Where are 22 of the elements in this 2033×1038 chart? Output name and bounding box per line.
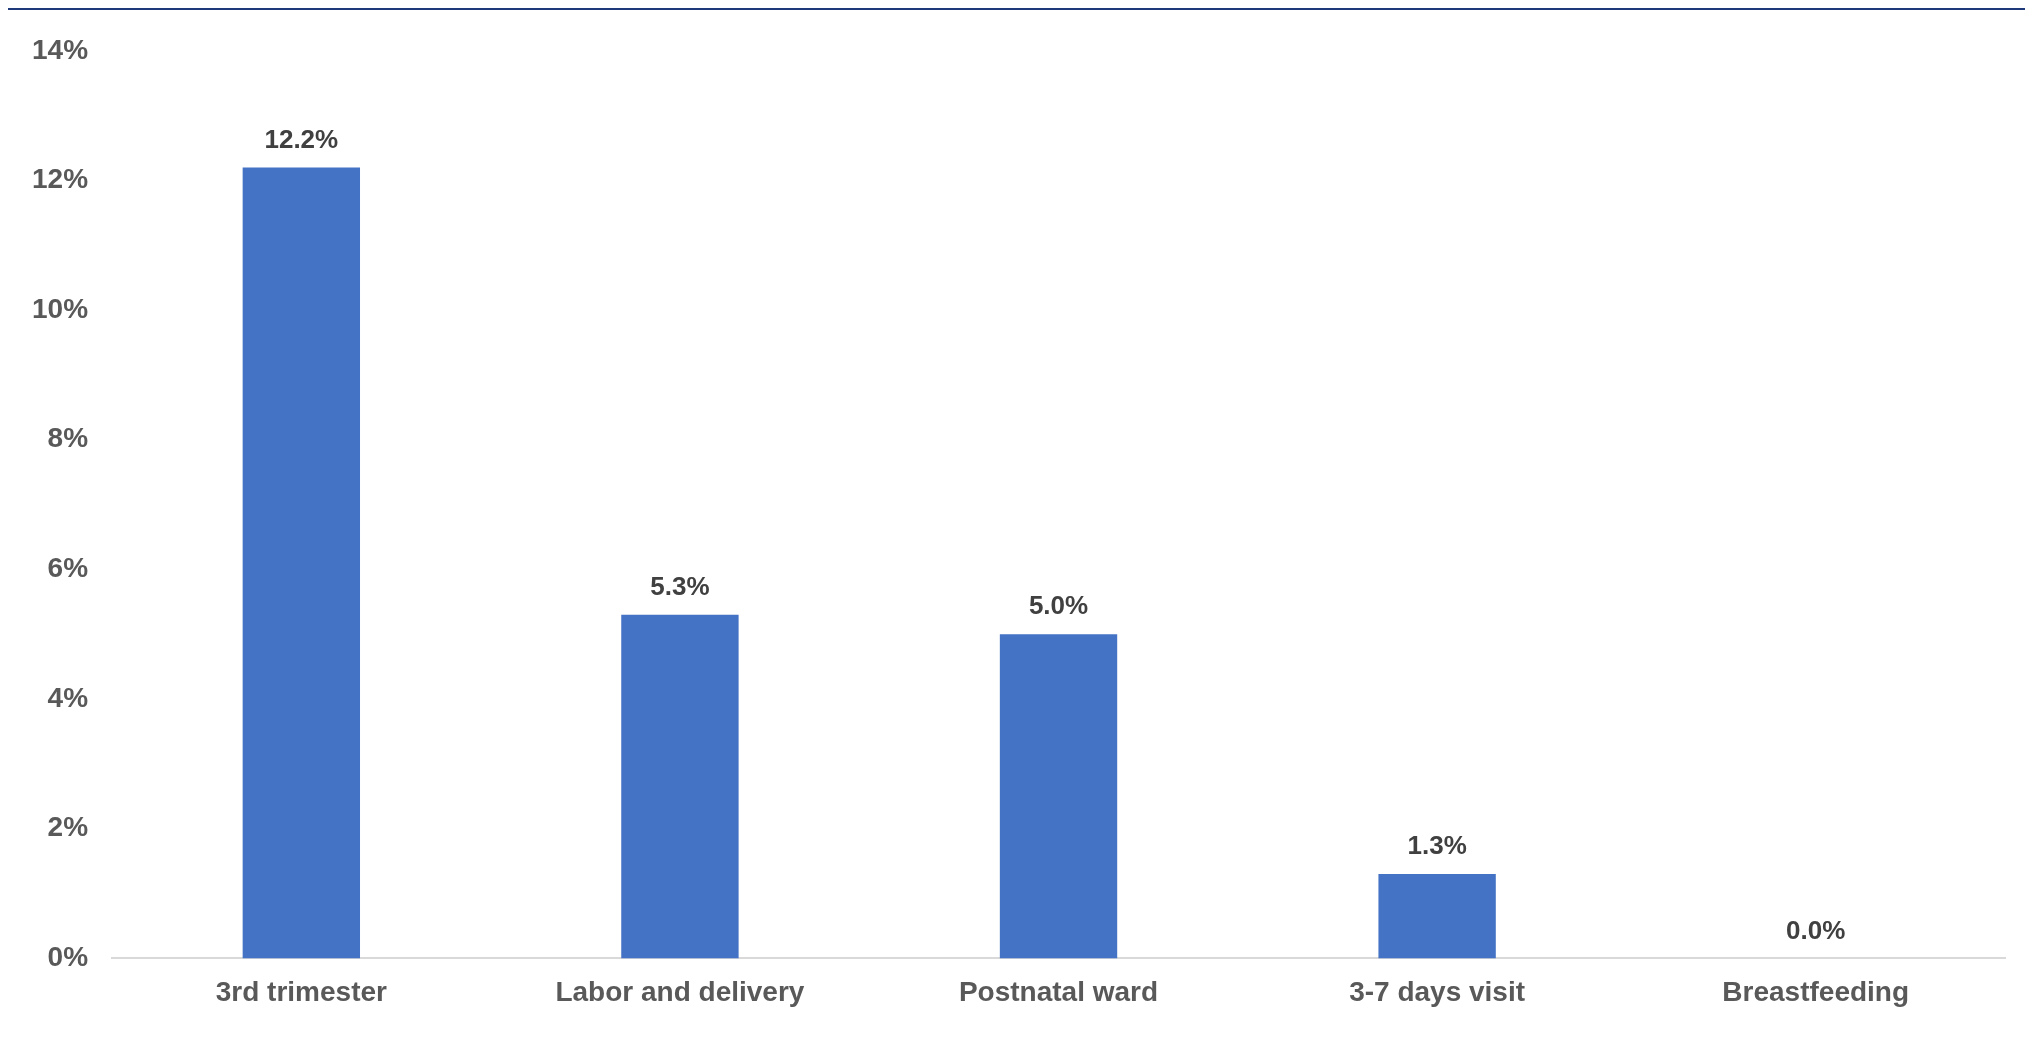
y-tick-label: 14%	[31, 33, 89, 65]
data-label: 0.0%	[1786, 914, 1846, 945]
y-tick-label: 0%	[47, 941, 89, 973]
bar	[242, 167, 361, 959]
data-label: 1.3%	[1407, 830, 1467, 861]
x-tick-label: Labor and delivery	[555, 975, 805, 1007]
y-tick-label: 12%	[31, 163, 89, 195]
y-tick-label: 10%	[31, 292, 89, 324]
data-label: 5.3%	[650, 570, 710, 601]
y-tick-label: 4%	[47, 681, 89, 713]
y-tick-label: 8%	[47, 422, 89, 454]
y-tick-label: 2%	[47, 811, 89, 843]
x-tick-label: Breastfeeding	[1722, 975, 1910, 1007]
x-tick-label: Postnatal ward	[958, 975, 1159, 1007]
x-tick-label: 3-7 days visit	[1349, 975, 1526, 1007]
y-tick-label: 6%	[47, 552, 89, 584]
bar	[1378, 874, 1496, 959]
data-label: 12.2%	[264, 123, 339, 154]
data-label: 5.0%	[1028, 590, 1089, 621]
bar	[621, 614, 739, 959]
x-tick-label: 3rd trimester	[215, 975, 388, 1007]
bar	[999, 634, 1118, 959]
